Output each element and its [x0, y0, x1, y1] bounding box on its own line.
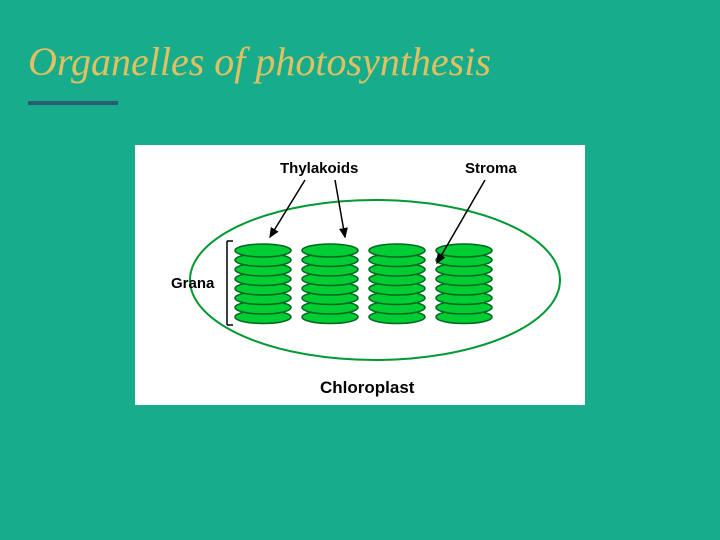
thylakoid-disc	[235, 244, 291, 257]
diagram-svg: Thylakoids Stroma Grana Chloroplast	[135, 145, 585, 405]
thylakoid-disc	[369, 244, 425, 257]
arrow-thylakoids-1	[270, 180, 305, 237]
slide: Organelles of photosynthesis Thylakoids …	[0, 0, 720, 540]
thylakoid-stacks	[235, 244, 492, 324]
chloroplast-diagram: Thylakoids Stroma Grana Chloroplast	[135, 145, 585, 405]
slide-title: Organelles of photosynthesis	[28, 38, 491, 85]
title-block: Organelles of photosynthesis	[28, 38, 491, 105]
thylakoid-disc	[302, 244, 358, 257]
label-grana: Grana	[171, 275, 215, 292]
title-underline	[28, 101, 118, 105]
grana-bracket	[227, 241, 233, 325]
label-thylakoids: Thylakoids	[280, 160, 358, 177]
label-stroma: Stroma	[465, 160, 517, 177]
arrow-thylakoids-2	[335, 180, 345, 237]
label-chloroplast: Chloroplast	[320, 378, 415, 397]
